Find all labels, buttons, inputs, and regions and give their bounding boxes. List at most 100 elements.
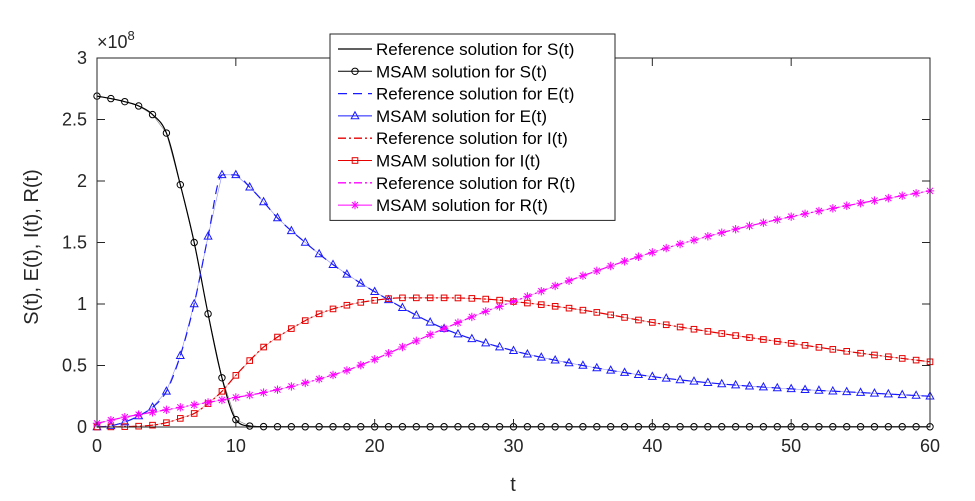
triangle-marker bbox=[467, 333, 477, 343]
square-marker bbox=[704, 328, 712, 335]
star-marker bbox=[550, 281, 560, 291]
triangle-marker bbox=[397, 302, 408, 312]
triangle-marker bbox=[828, 385, 838, 395]
square-marker bbox=[301, 317, 309, 324]
star-marker bbox=[648, 248, 657, 257]
square-marker bbox=[135, 422, 142, 430]
square-marker bbox=[676, 323, 684, 331]
square-marker bbox=[426, 294, 434, 302]
star-marker bbox=[203, 398, 213, 407]
legend-label: Reference solution for S(t) bbox=[376, 40, 574, 59]
triangle-marker bbox=[550, 354, 560, 364]
triangle-marker bbox=[647, 371, 657, 380]
square-marker bbox=[177, 415, 184, 422]
square-marker bbox=[343, 301, 351, 309]
square-marker bbox=[218, 388, 226, 395]
y-tick-label: 2 bbox=[77, 171, 87, 191]
triangle-marker bbox=[703, 377, 713, 386]
square-marker bbox=[260, 343, 267, 351]
star-marker bbox=[467, 312, 477, 322]
star-marker bbox=[495, 302, 504, 311]
square-marker bbox=[232, 372, 240, 379]
square-marker bbox=[357, 299, 365, 306]
star-marker bbox=[106, 415, 116, 425]
legend: Reference solution for S(t) MSAM solution… bbox=[329, 33, 616, 221]
star-marker bbox=[634, 252, 643, 261]
star-marker bbox=[773, 215, 782, 224]
triangle-marker bbox=[897, 389, 907, 399]
star-marker bbox=[134, 410, 143, 419]
triangle-marker bbox=[744, 380, 755, 390]
triangle-marker bbox=[675, 374, 685, 384]
triangle-marker bbox=[564, 357, 574, 367]
star-marker bbox=[800, 209, 810, 218]
star-marker bbox=[814, 206, 824, 216]
star-marker bbox=[870, 196, 879, 205]
star-marker bbox=[662, 243, 671, 253]
y-axis-label: S(t), E(t), I(t), R(t) bbox=[21, 169, 43, 325]
star-marker bbox=[439, 324, 449, 333]
square-marker bbox=[843, 348, 851, 355]
legend-label: MSAM solution for I(t) bbox=[376, 152, 540, 171]
square-marker bbox=[746, 334, 753, 341]
square-marker bbox=[857, 349, 864, 357]
square-marker bbox=[718, 330, 726, 337]
star-marker bbox=[356, 360, 365, 370]
legend-entry: Reference solution for R(t) bbox=[338, 174, 575, 193]
star-marker bbox=[412, 336, 421, 346]
star-marker bbox=[328, 370, 338, 380]
triangle-marker bbox=[592, 362, 602, 372]
triangle-marker bbox=[231, 169, 241, 179]
square-marker bbox=[351, 157, 359, 164]
triangle-marker bbox=[411, 310, 421, 319]
star-marker bbox=[703, 232, 713, 241]
triangle-marker bbox=[272, 212, 283, 222]
triangle-marker bbox=[161, 386, 172, 395]
triangle-marker bbox=[481, 337, 491, 347]
circle-marker bbox=[218, 374, 226, 382]
square-marker bbox=[732, 332, 739, 339]
star-marker bbox=[606, 261, 615, 271]
circle-marker bbox=[190, 238, 198, 247]
y-tick-label: 0.5 bbox=[62, 356, 87, 376]
star-marker bbox=[675, 239, 685, 249]
square-marker bbox=[329, 305, 337, 313]
legend-entry: Reference solution for E(t) bbox=[338, 85, 574, 104]
square-marker bbox=[871, 351, 878, 359]
triangle-marker bbox=[286, 225, 297, 235]
square-marker bbox=[912, 356, 920, 364]
x-tick-label: 20 bbox=[365, 436, 385, 456]
star-marker bbox=[842, 201, 851, 210]
square-marker bbox=[760, 336, 767, 343]
triangle-marker bbox=[869, 388, 880, 397]
series-layer bbox=[92, 92, 935, 431]
square-marker bbox=[593, 309, 601, 316]
triangle-marker bbox=[800, 384, 810, 393]
legend-label: MSAM solution for E(t) bbox=[376, 107, 547, 126]
triangle-marker bbox=[689, 376, 699, 385]
y-tick-label: 1.5 bbox=[62, 233, 87, 253]
square-marker bbox=[190, 410, 198, 417]
circle-marker bbox=[121, 97, 129, 106]
triangle-marker bbox=[203, 231, 213, 240]
star-marker bbox=[189, 400, 199, 410]
legend-entry: Reference solution for I(t) bbox=[338, 129, 568, 148]
axes-layer: 0 10 20 30 40 50 60 0 0.5 1 1.5 2 2.5 3 bbox=[62, 48, 940, 456]
circle-marker bbox=[246, 422, 254, 430]
y-exponent-label: ×108 bbox=[97, 28, 135, 52]
star-marker bbox=[537, 286, 546, 296]
square-marker bbox=[649, 319, 656, 326]
star-marker bbox=[898, 191, 907, 200]
star-marker bbox=[564, 276, 574, 285]
legend-entry: MSAM solution for S(t) bbox=[338, 62, 547, 81]
square-marker bbox=[440, 294, 448, 302]
triangle-marker bbox=[814, 385, 824, 394]
triangle-marker bbox=[425, 317, 435, 326]
triangle-marker bbox=[300, 237, 310, 246]
triangle-marker bbox=[661, 373, 671, 382]
triangle-marker bbox=[356, 278, 366, 287]
star-marker bbox=[731, 224, 740, 234]
star-marker bbox=[314, 374, 324, 384]
star-marker bbox=[231, 393, 241, 402]
square-marker bbox=[607, 311, 614, 319]
